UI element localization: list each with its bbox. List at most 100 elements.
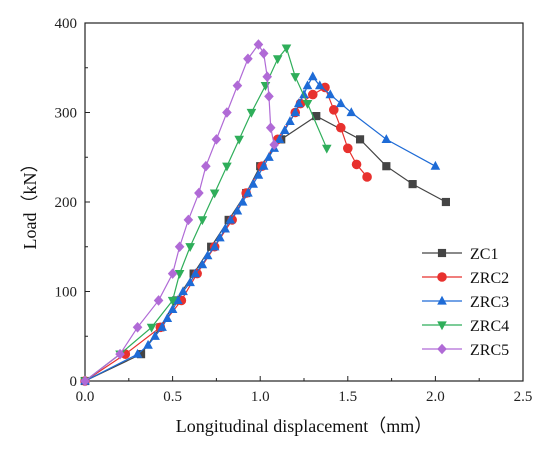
data-point — [325, 89, 336, 99]
y-tick-label: 0 — [70, 374, 78, 390]
data-point — [248, 178, 258, 188]
data-point — [293, 98, 304, 108]
data-point — [215, 232, 225, 242]
legend-item: ZRC2 — [422, 270, 509, 287]
y-tick-label: 100 — [55, 285, 78, 301]
x-tick-label: 1.0 — [251, 389, 270, 405]
data-point — [314, 80, 325, 90]
data-point — [211, 134, 222, 145]
data-point — [299, 89, 309, 99]
data-point — [285, 116, 295, 126]
data-point — [209, 189, 220, 199]
data-point — [183, 214, 194, 226]
data-point — [146, 323, 157, 333]
data-point — [222, 107, 232, 118]
data-point — [157, 322, 167, 331]
legend-marker — [437, 343, 447, 355]
data-point — [194, 187, 204, 199]
series-zrc3 — [80, 71, 441, 385]
x-axis-label: Longitudinal displacement（mm） — [176, 416, 432, 436]
series-layer — [80, 39, 450, 387]
y-tick-label: 300 — [55, 106, 78, 122]
legend-label: ZRC4 — [470, 318, 509, 335]
series-line — [84, 115, 447, 382]
data-point — [243, 187, 253, 197]
data-point — [178, 286, 188, 296]
data-point — [209, 241, 220, 251]
legend-label: ZRC3 — [470, 294, 509, 311]
data-point — [258, 160, 269, 170]
data-point — [328, 105, 339, 115]
data-point — [265, 122, 276, 133]
data-point — [441, 197, 450, 207]
data-point — [335, 98, 346, 108]
data-point — [355, 135, 365, 144]
data-point — [190, 268, 201, 278]
data-point — [302, 80, 313, 90]
data-point — [234, 135, 244, 145]
data-point — [202, 250, 213, 260]
x-tick-label: 0.0 — [76, 389, 95, 405]
data-point — [243, 53, 253, 65]
data-point — [382, 162, 391, 171]
data-point — [274, 134, 285, 143]
data-point — [362, 172, 372, 182]
data-point — [279, 125, 290, 134]
data-point — [381, 134, 392, 143]
series-zrc2 — [80, 82, 372, 386]
data-point — [162, 313, 173, 322]
series-line — [84, 75, 436, 382]
legend-item: ZRC5 — [422, 342, 509, 359]
data-point — [153, 295, 164, 306]
data-point — [264, 151, 274, 161]
data-point — [220, 223, 230, 233]
data-point — [136, 350, 146, 359]
y-tick-label: 400 — [55, 16, 78, 32]
legend-label: ZRC2 — [470, 270, 509, 287]
data-point — [346, 107, 357, 117]
data-point — [174, 270, 185, 279]
x-tick-label: 2.5 — [514, 389, 533, 405]
data-point — [343, 143, 353, 154]
data-point — [185, 277, 195, 287]
data-point — [272, 55, 283, 65]
data-point — [197, 216, 208, 226]
data-point — [430, 160, 441, 170]
data-point — [246, 108, 257, 118]
data-point — [281, 44, 292, 54]
data-point — [351, 159, 362, 170]
data-point — [167, 304, 178, 313]
data-point — [262, 71, 273, 82]
data-point — [80, 375, 90, 387]
data-point — [269, 139, 280, 150]
data-point — [258, 48, 269, 59]
series-zrc4 — [80, 44, 332, 387]
legend-label: ZC1 — [470, 246, 498, 263]
data-point — [307, 89, 318, 100]
series-zrc5 — [80, 39, 280, 387]
data-point — [408, 180, 417, 189]
series-line — [84, 46, 328, 382]
data-point — [307, 71, 318, 81]
legend-item: ZRC3 — [422, 294, 509, 311]
y-tick-label: 200 — [55, 195, 78, 211]
x-tick-label: 1.5 — [338, 389, 357, 405]
data-point — [312, 112, 321, 121]
data-point — [253, 39, 264, 50]
data-point — [167, 268, 178, 279]
data-point — [232, 80, 243, 91]
data-point — [173, 295, 183, 305]
legend-item: ZRC4 — [422, 318, 509, 335]
legend-item: ZC1 — [422, 246, 498, 263]
legend-label: ZRC5 — [470, 342, 509, 359]
legend-marker — [437, 321, 447, 331]
data-point — [115, 348, 125, 360]
data-point — [232, 205, 243, 215]
data-point — [167, 296, 178, 306]
data-point — [335, 122, 346, 133]
data-point — [201, 160, 211, 172]
data-point — [302, 99, 313, 109]
legend-marker — [437, 272, 447, 282]
x-axis-ticks: 0.0 0.5 1.0 1.5 2.0 2.5 — [76, 376, 533, 405]
